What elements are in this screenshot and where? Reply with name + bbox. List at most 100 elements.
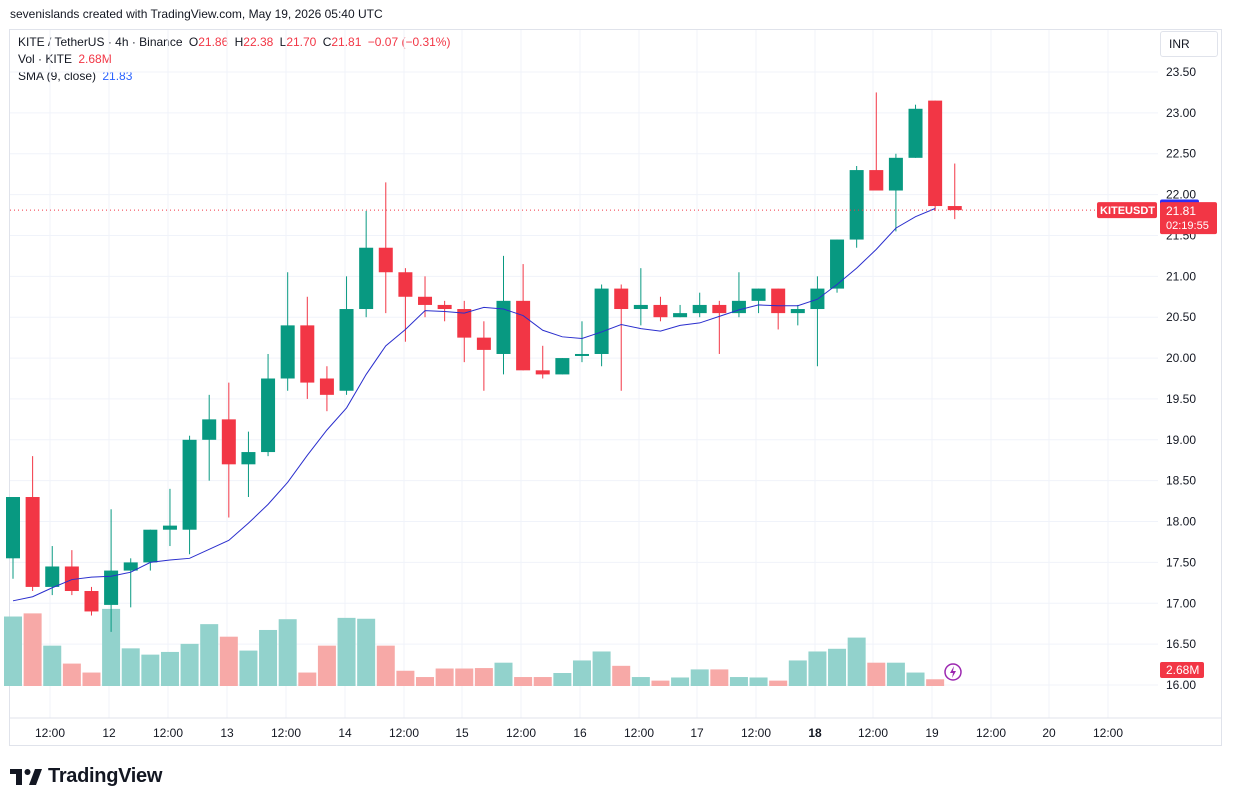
volume-bar[interactable]: [200, 624, 219, 686]
volume-bar[interactable]: [867, 662, 886, 686]
volume-bar[interactable]: [710, 669, 729, 686]
volume-bar[interactable]: [788, 660, 807, 686]
candle-body[interactable]: [908, 108, 923, 158]
volume-bar[interactable]: [808, 651, 827, 686]
volume-bar[interactable]: [376, 645, 395, 686]
candle-body[interactable]: [457, 309, 472, 338]
volume-bar[interactable]: [278, 619, 297, 686]
volume-bar[interactable]: [435, 668, 454, 686]
volume-bar[interactable]: [749, 677, 768, 686]
candle-body[interactable]: [535, 370, 550, 375]
candle-body[interactable]: [162, 525, 177, 530]
volume-bar[interactable]: [43, 645, 62, 686]
volume-bar[interactable]: [259, 629, 278, 686]
candle-body[interactable]: [280, 325, 295, 379]
candle-body[interactable]: [241, 452, 256, 465]
volume-bar[interactable]: [671, 677, 690, 686]
candle-body[interactable]: [418, 296, 433, 305]
candle-body[interactable]: [888, 157, 903, 191]
volume-bar[interactable]: [455, 668, 474, 686]
candle-body[interactable]: [104, 570, 119, 605]
candle-body[interactable]: [300, 325, 315, 383]
candle-body[interactable]: [261, 378, 276, 453]
volume-bar[interactable]: [180, 643, 199, 686]
volume-bar[interactable]: [219, 636, 238, 686]
ohlc-legend[interactable]: KITE / TetherUS · 4h · Binance O21.86 H2…: [18, 35, 453, 49]
currency-button[interactable]: INR: [1160, 31, 1218, 57]
candle-body[interactable]: [712, 304, 727, 314]
candle-body[interactable]: [574, 353, 589, 356]
volume-bar[interactable]: [514, 677, 533, 686]
volume-bar[interactable]: [141, 654, 160, 686]
candle-body[interactable]: [849, 170, 864, 240]
candle-body[interactable]: [437, 304, 452, 310]
volume-bar[interactable]: [612, 665, 631, 686]
volume-bar[interactable]: [4, 616, 22, 686]
candle-body[interactable]: [869, 170, 884, 191]
volume-bar[interactable]: [337, 617, 356, 686]
candle-body[interactable]: [516, 300, 531, 371]
candle-body[interactable]: [359, 247, 374, 310]
volume-bar[interactable]: [886, 662, 905, 686]
candle-body[interactable]: [45, 566, 60, 587]
volume-bar[interactable]: [906, 672, 925, 686]
volume-bar[interactable]: [592, 651, 611, 686]
volume-label[interactable]: Vol · KITE: [18, 52, 73, 66]
candle-body[interactable]: [928, 100, 943, 207]
tradingview-logo[interactable]: TradingView: [10, 765, 162, 788]
candle-body[interactable]: [202, 419, 217, 440]
volume-bar[interactable]: [121, 648, 140, 686]
symbol-label[interactable]: KITE / TetherUS · 4h · Binance: [18, 35, 183, 49]
volume-bar[interactable]: [553, 673, 572, 686]
volume-bar[interactable]: [690, 669, 709, 686]
candle-body[interactable]: [319, 378, 334, 395]
candle-body[interactable]: [25, 497, 40, 587]
volume-bar[interactable]: [926, 679, 945, 686]
volume-bar[interactable]: [239, 650, 258, 686]
candle-body[interactable]: [64, 566, 79, 592]
volume-bar[interactable]: [729, 677, 748, 686]
volume-bar[interactable]: [82, 672, 101, 686]
volume-bar[interactable]: [769, 680, 788, 686]
volume-bar[interactable]: [102, 608, 121, 686]
candle-body[interactable]: [614, 288, 629, 310]
candle-body[interactable]: [339, 309, 354, 391]
candle-body[interactable]: [496, 300, 511, 354]
volume-bar[interactable]: [160, 651, 179, 686]
candle-body[interactable]: [653, 304, 668, 318]
volume-bar[interactable]: [847, 637, 866, 686]
candle-body[interactable]: [378, 247, 393, 273]
candle-body[interactable]: [731, 300, 746, 314]
candle-body[interactable]: [476, 337, 491, 350]
volume-bar[interactable]: [651, 680, 670, 686]
candle-body[interactable]: [594, 288, 609, 354]
candle-body[interactable]: [398, 272, 413, 297]
volume-bar[interactable]: [298, 672, 317, 686]
volume-bar[interactable]: [62, 663, 81, 686]
volume-bar[interactable]: [474, 668, 493, 686]
candle-body[interactable]: [6, 497, 20, 559]
sma-line[interactable]: [12, 208, 936, 602]
candle-body[interactable]: [830, 239, 845, 289]
candle-body[interactable]: [751, 288, 766, 301]
volume-bar[interactable]: [416, 677, 435, 686]
candle-body[interactable]: [633, 304, 648, 310]
candle-body[interactable]: [673, 313, 688, 318]
volume-bar[interactable]: [572, 660, 591, 686]
candle-body[interactable]: [947, 206, 962, 211]
candle-body[interactable]: [221, 419, 236, 465]
volume-bar[interactable]: [357, 618, 376, 686]
volume-bar[interactable]: [494, 662, 513, 686]
volume-legend[interactable]: Vol · KITE 2.68M: [18, 52, 115, 66]
candle-body[interactable]: [84, 591, 99, 612]
volume-bar[interactable]: [396, 670, 415, 686]
candle-body[interactable]: [790, 309, 805, 314]
volume-bar[interactable]: [533, 677, 552, 686]
candle-body[interactable]: [182, 439, 197, 530]
volume-bar[interactable]: [631, 677, 650, 686]
candle-body[interactable]: [555, 358, 570, 375]
candle-body[interactable]: [692, 304, 707, 314]
candle-body[interactable]: [123, 562, 138, 571]
volume-bar[interactable]: [317, 645, 336, 686]
